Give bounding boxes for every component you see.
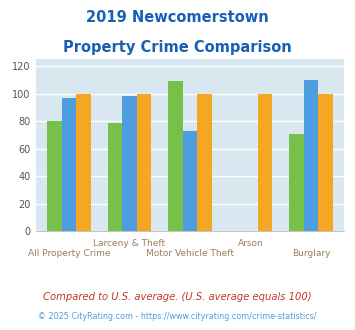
Bar	[122, 96, 137, 231]
Text: Burglary: Burglary	[292, 249, 330, 258]
Bar	[258, 94, 272, 231]
Text: Larceny & Theft: Larceny & Theft	[93, 239, 165, 248]
Text: 2019 Newcomerstown: 2019 Newcomerstown	[86, 10, 269, 25]
Text: Property Crime Comparison: Property Crime Comparison	[63, 40, 292, 54]
Bar	[289, 134, 304, 231]
Bar	[168, 82, 183, 231]
Text: All Property Crime: All Property Crime	[28, 249, 110, 258]
Bar	[304, 80, 318, 231]
Bar	[47, 121, 61, 231]
Bar	[318, 94, 333, 231]
Text: Motor Vehicle Theft: Motor Vehicle Theft	[146, 249, 234, 258]
Bar	[183, 131, 197, 231]
Bar	[76, 94, 91, 231]
Bar	[61, 98, 76, 231]
Bar	[108, 122, 122, 231]
Text: Arson: Arson	[237, 239, 263, 248]
Text: © 2025 CityRating.com - https://www.cityrating.com/crime-statistics/: © 2025 CityRating.com - https://www.city…	[38, 312, 317, 321]
Text: Compared to U.S. average. (U.S. average equals 100): Compared to U.S. average. (U.S. average …	[43, 292, 312, 302]
Bar	[197, 94, 212, 231]
Bar	[137, 94, 151, 231]
